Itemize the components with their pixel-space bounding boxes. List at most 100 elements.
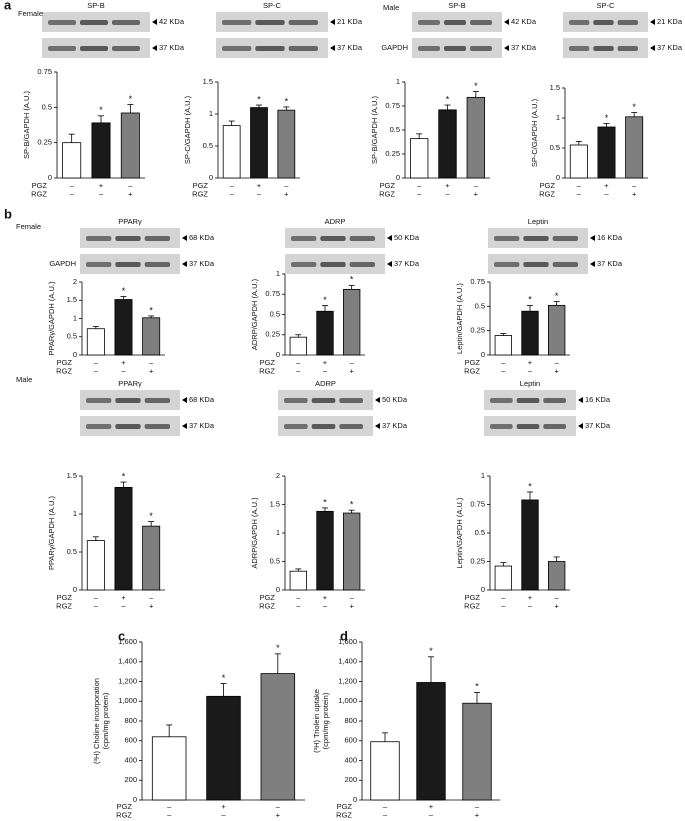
- treatment-mark: +: [99, 181, 104, 190]
- y-tick-label: 1,400: [338, 657, 357, 666]
- bar: [342, 288, 361, 356]
- treatment-mark: –: [350, 358, 355, 367]
- blot-band: [470, 46, 492, 51]
- treatment-mark: –: [501, 593, 506, 602]
- bar: [370, 741, 400, 801]
- blot-band: [543, 424, 566, 429]
- treatment-mark: +: [528, 358, 533, 367]
- bar: [521, 310, 539, 356]
- blot-band: [617, 20, 638, 25]
- blot-band: [288, 46, 318, 51]
- bar: [416, 682, 446, 801]
- blot-band: [80, 46, 108, 51]
- significance-mark: *: [149, 511, 153, 521]
- blot-band: [284, 424, 308, 429]
- treatment-name: PGZ: [260, 358, 276, 367]
- treatment-mark: +: [323, 593, 328, 602]
- blot-band: [418, 20, 440, 25]
- blot-size-label: 37 KDa: [657, 43, 683, 52]
- bar: [206, 695, 241, 801]
- y-tick-label: 0: [209, 173, 213, 182]
- blot-band: [490, 398, 513, 403]
- treatment-mark: –: [350, 593, 355, 602]
- blot-band: [80, 20, 108, 25]
- blot-band: [144, 236, 170, 241]
- treatment-mark: –: [296, 593, 301, 602]
- blot-arrow: [504, 45, 509, 51]
- blot-band: [288, 20, 318, 25]
- significance-mark: *: [475, 682, 479, 692]
- y-tick-label: 0.5: [550, 143, 560, 152]
- y-tick-label: 0.25: [37, 138, 52, 147]
- treatment-mark: +: [554, 601, 559, 610]
- blot-arrow: [375, 423, 380, 429]
- y-tick-label: 0: [481, 350, 485, 359]
- panel-letter: d: [340, 628, 348, 643]
- bar: [438, 109, 457, 179]
- y-tick-label: 0.75: [265, 289, 280, 298]
- blot-arrow: [182, 397, 187, 403]
- blot-title: PPARγ: [118, 217, 142, 226]
- blot-title: SP-B: [448, 1, 466, 10]
- bar: [260, 673, 296, 801]
- blot-band: [291, 236, 317, 241]
- y-tick-label: 0.5: [42, 102, 52, 111]
- treatment-mark: –: [230, 181, 235, 190]
- blot-arrow: [330, 45, 335, 51]
- bar: [342, 512, 361, 591]
- y-tick-label: 0: [276, 350, 280, 359]
- treatment-mark: +: [121, 593, 126, 602]
- y-axis-label: (³H) Triolein uptake: [312, 689, 321, 753]
- blot-band: [490, 424, 513, 429]
- treatment-mark: –: [323, 366, 328, 375]
- y-axis-label: (³H) Choline incorporation: [92, 678, 101, 764]
- significance-mark: *: [122, 286, 126, 296]
- treatment-mark: –: [577, 189, 582, 198]
- bar: [494, 335, 513, 356]
- bar: [222, 125, 241, 179]
- blot-arrow: [578, 397, 583, 403]
- treatment-name: RGZ: [464, 366, 480, 375]
- treatment-name: PGZ: [260, 593, 276, 602]
- blot-band: [115, 398, 141, 403]
- blot-band: [115, 236, 141, 241]
- treatment-mark: –: [70, 181, 75, 190]
- blot-band: [552, 236, 578, 241]
- group-label: Female: [18, 9, 43, 18]
- blot-arrow: [182, 261, 187, 267]
- blot-band: [86, 262, 112, 267]
- blot-arrow: [330, 19, 335, 25]
- y-tick-label: 1: [276, 528, 280, 537]
- bar: [548, 304, 566, 356]
- bar: [114, 486, 133, 591]
- blot-size-label: 16 KDa: [585, 395, 611, 404]
- treatment-mark: –: [323, 601, 328, 610]
- treatment-mark: –: [94, 358, 99, 367]
- treatment-name: RGZ: [464, 601, 480, 610]
- blot-size-label: 37 KDa: [337, 43, 363, 52]
- blot-band: [222, 20, 252, 25]
- blot-title: ADRP: [325, 217, 346, 226]
- blot-size-label: 42 KDa: [159, 17, 185, 26]
- significance-mark: *: [149, 305, 153, 315]
- blot-band: [320, 262, 346, 267]
- chart-panel: 0 200 400 600 800 1,000 1,200 1,400 1,600 (³H) Ch…: [92, 637, 305, 819]
- treatment-mark: –: [128, 181, 133, 190]
- treatment-mark: +: [445, 181, 450, 190]
- y-axis-label: SP-B/GAPDH (A.U.): [370, 96, 379, 164]
- treatment-mark: –: [296, 366, 301, 375]
- blot-arrow: [182, 423, 187, 429]
- treatment-name: RGZ: [56, 601, 72, 610]
- treatment-name: PGZ: [32, 181, 48, 190]
- treatment-name: PGZ: [540, 181, 556, 190]
- bar: [521, 499, 539, 591]
- blot-arrow: [182, 235, 187, 241]
- y-tick-label: 0.25: [265, 330, 280, 339]
- bar: [86, 540, 105, 591]
- y-tick-label: 1.5: [67, 295, 77, 304]
- blot-band: [523, 236, 549, 241]
- bar: [597, 126, 616, 179]
